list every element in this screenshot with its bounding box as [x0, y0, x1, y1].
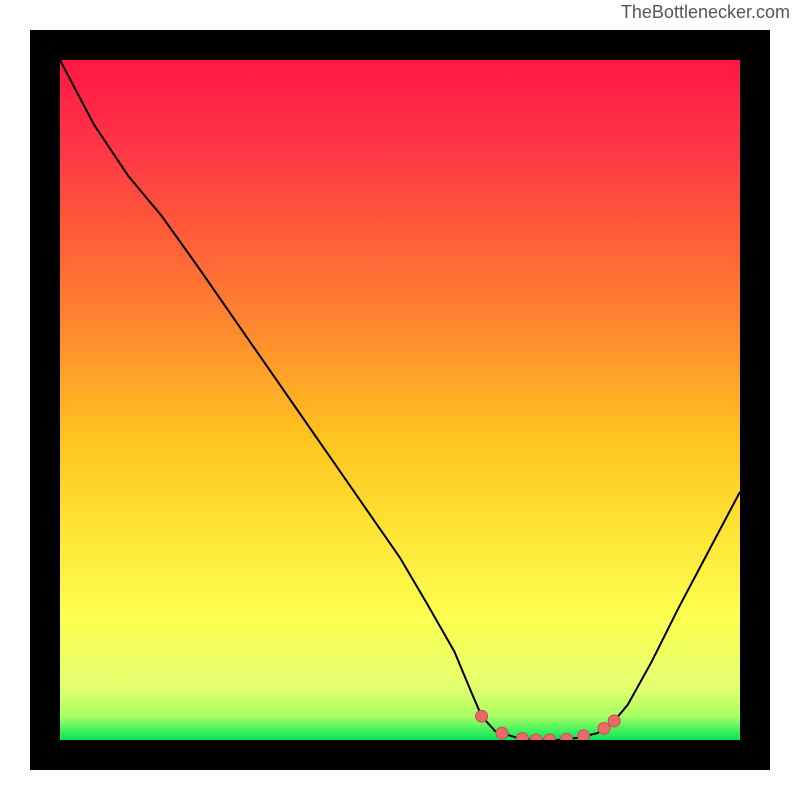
marker-dot: [608, 715, 620, 727]
watermark-text: TheBottlenecker.com: [621, 2, 790, 23]
marker-dot: [578, 730, 590, 740]
bottleneck-curve: [60, 60, 740, 740]
marker-dot: [496, 727, 508, 739]
marker-dot: [516, 733, 528, 740]
curve-overlay: [60, 60, 740, 740]
plot-area: [60, 60, 740, 740]
marker-dot: [544, 734, 556, 740]
marker-group: [476, 710, 621, 740]
marker-dot: [598, 722, 610, 734]
chart-container: TheBottlenecker.com: [0, 0, 800, 800]
marker-dot: [476, 710, 488, 722]
marker-dot: [530, 734, 542, 740]
marker-dot: [561, 733, 573, 740]
